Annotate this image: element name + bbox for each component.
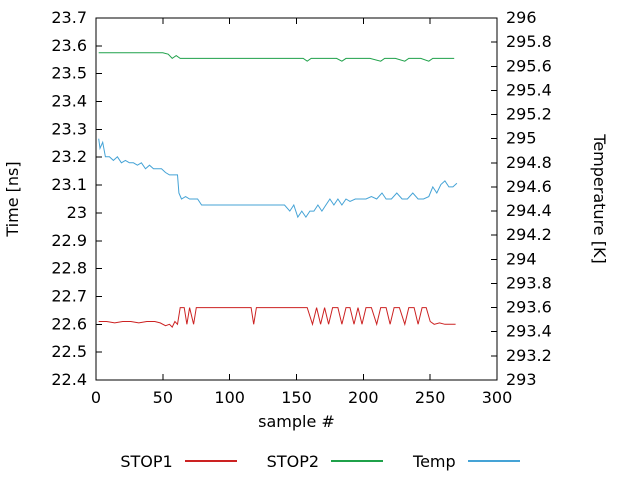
y-tick-label: 23.5	[51, 64, 87, 83]
y2-tick-label: 295	[506, 129, 537, 148]
y2-tick-label: 295.6	[506, 56, 552, 75]
legend-line-sample	[184, 460, 237, 462]
plot-border	[95, 17, 498, 381]
y2-tick-label: 294.4	[506, 201, 552, 220]
y-tick-label: 23.1	[51, 175, 87, 194]
y2-tick-label: 295.4	[506, 80, 552, 99]
y2-tick-label: 294.2	[506, 225, 552, 244]
y2-tick-label: 295.8	[506, 32, 552, 51]
x-tick-label: 100	[214, 388, 245, 407]
x-tick-label: 300	[482, 388, 513, 407]
y2-tick-label: 293	[506, 370, 537, 389]
legend-line-sample	[331, 460, 384, 462]
y-axis-label: Time [ns]	[3, 161, 22, 237]
y-tick-label: 23.4	[51, 92, 87, 111]
y-tick-label: 22.6	[51, 314, 87, 333]
legend-label: Temp	[413, 451, 456, 471]
legend-line-sample	[467, 460, 520, 462]
y2-tick-label: 296	[506, 8, 537, 27]
y-tick-label: 23	[67, 203, 87, 222]
series-line-temp	[98, 138, 458, 219]
legend: STOP1 STOP2 Temp	[0, 450, 640, 472]
y2-tick-label: 293.4	[506, 322, 552, 341]
y2-tick-label: 294.6	[506, 177, 552, 196]
legend-item-stop1: STOP1	[120, 451, 237, 471]
y-tick-label: 23.7	[51, 8, 87, 27]
chart-svg: 0 50 100 150 200 250 300 22.4 22.5 22.6 22.7 22.8 22…	[3, 8, 609, 431]
x-tick-label: 50	[153, 388, 173, 407]
x-tick-label: 0	[91, 388, 101, 407]
y-tick-label: 22.8	[51, 259, 87, 278]
x-tick-label: 250	[415, 388, 446, 407]
y2-tick-label: 295.2	[506, 105, 552, 124]
legend-item-temp: Temp	[413, 452, 520, 471]
legend-item-stop2: STOP2	[266, 451, 384, 471]
y-tick-label: 23.6	[51, 36, 87, 55]
y2-axis-label: Temperature [K]	[590, 133, 609, 263]
y-tick-label: 22.5	[51, 342, 87, 361]
x-axis-label: sample #	[258, 412, 335, 431]
y2-tick-label: 293.8	[506, 273, 552, 292]
y2-tick-label: 293.2	[506, 346, 552, 365]
y-tick-label: 23.3	[51, 119, 87, 138]
series-line-stop1	[98, 307, 456, 328]
y-tick-label: 22.4	[51, 370, 87, 389]
x-tick-label: 200	[348, 388, 379, 407]
legend-label: STOP1	[120, 451, 173, 471]
y2-tick-label: 294.8	[506, 153, 552, 172]
y-tick-label: 22.7	[51, 286, 87, 305]
x-tick-label: 150	[281, 388, 312, 407]
series-line-stop2	[98, 52, 455, 62]
y-tick-label: 22.9	[51, 231, 87, 250]
y2-tick-label: 293.6	[506, 298, 552, 317]
y-tick-label: 23.2	[51, 147, 87, 166]
y2-tick-label: 294	[506, 249, 537, 268]
legend-label: STOP2	[266, 451, 320, 471]
